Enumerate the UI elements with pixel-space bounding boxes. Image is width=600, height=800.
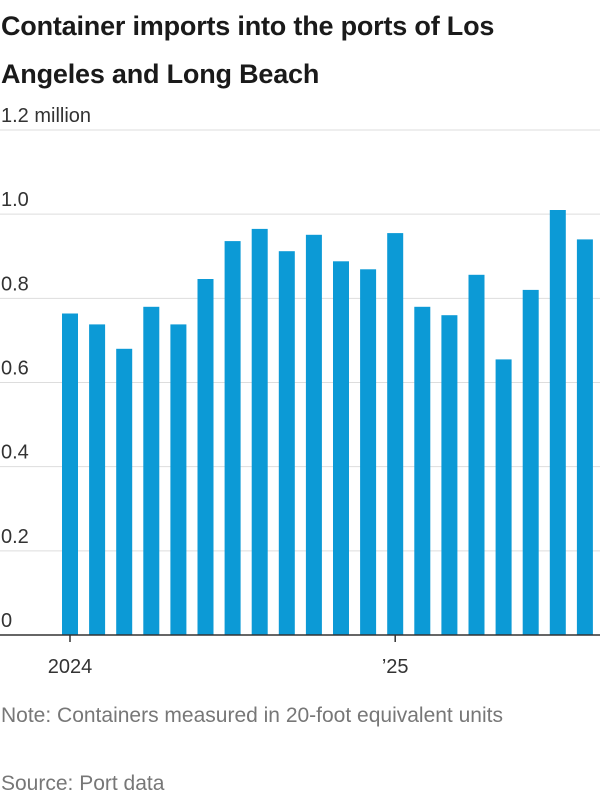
y-tick-label: 0	[1, 610, 12, 632]
y-tick-label: 0.2	[1, 526, 29, 548]
chart-title: Container imports into the ports of Los …	[1, 11, 495, 89]
bar	[333, 261, 349, 635]
bar	[278, 251, 295, 635]
bar	[224, 241, 241, 635]
x-tick-labels: 2024 ’25	[48, 656, 409, 678]
bar	[495, 359, 512, 635]
bar	[170, 324, 187, 635]
bar-chart: 0 0.2 0.4 0.6 0.8 1.0 1.2 million 2024 ’25	[0, 105, 600, 678]
chart-source: Source: Port data	[1, 772, 165, 795]
bar	[251, 228, 268, 635]
bar	[143, 306, 160, 636]
y-tick-label: 0.6	[1, 358, 29, 380]
bar	[89, 324, 106, 635]
chart-note: Note: Containers measured in 20-foot equ…	[1, 704, 503, 727]
bar	[576, 239, 593, 635]
bars	[62, 210, 593, 636]
y-tick-label: 1.0	[1, 189, 29, 211]
bar	[468, 274, 485, 635]
x-tick-label: ’25	[382, 656, 409, 678]
y-tick-label: 1.2 million	[1, 105, 91, 127]
bar	[197, 279, 214, 635]
y-tick-label: 0.4	[1, 442, 29, 464]
bar	[441, 315, 458, 635]
bar	[116, 348, 133, 635]
x-tick-label: 2024	[48, 656, 93, 678]
x-axis	[0, 634, 600, 642]
y-tick-label: 0.8	[1, 273, 29, 295]
bar	[360, 269, 377, 635]
bar	[549, 210, 566, 635]
bar	[387, 233, 404, 635]
bar	[62, 313, 78, 635]
y-tick-labels: 0 0.2 0.4 0.6 0.8 1.0 1.2 million	[1, 105, 91, 632]
bar	[414, 306, 431, 636]
bar	[522, 289, 539, 635]
bar	[305, 234, 322, 636]
